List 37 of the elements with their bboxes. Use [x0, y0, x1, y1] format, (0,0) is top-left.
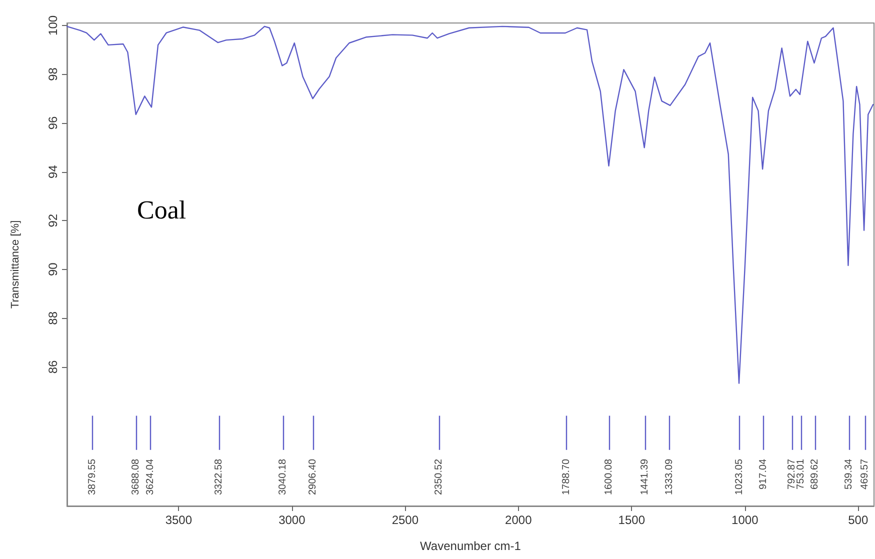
ref-line-label: 2906.40: [308, 458, 319, 496]
y-tick-label: 86: [46, 360, 60, 374]
ref-line-label: 3322.58: [213, 458, 224, 496]
ref-line-label: 1333.09: [664, 458, 675, 496]
x-tick-label: 3000: [278, 513, 306, 527]
ref-line-label: 469.57: [860, 458, 871, 490]
y-tick-label: 94: [46, 164, 60, 178]
ref-line-label: 689.62: [810, 458, 821, 490]
x-axis-title: Wavenumber cm-1: [420, 539, 522, 553]
y-tick-label: 88: [46, 311, 60, 325]
y-tick-label: 100: [46, 15, 60, 36]
y-tick-label: 92: [46, 214, 60, 228]
y-tick-label: 98: [46, 67, 60, 81]
ref-line-label: 3879.55: [87, 458, 98, 496]
ref-line-label: 539.34: [844, 458, 855, 490]
y-tick-label: 96: [46, 116, 60, 130]
y-axis-title: Transmittance [%]: [10, 220, 22, 309]
ref-line-label: 792.87: [786, 458, 798, 490]
x-tick-label: 1500: [618, 513, 646, 527]
ref-line-label: 3040.18: [277, 458, 288, 496]
ref-line-label: 3624.04: [145, 458, 156, 496]
ref-line-label: 1788.70: [560, 458, 572, 496]
ref-line-label: 1441.39: [639, 458, 650, 496]
ref-line-label: 1023.05: [734, 458, 746, 496]
annotation: Coal: [137, 196, 186, 224]
ref-line-label: 917.04: [758, 458, 770, 490]
ref-line-label: 753.01: [795, 458, 806, 490]
x-tick-label: 2000: [505, 513, 532, 527]
line-series: [66, 26, 874, 384]
x-tick-label: 2500: [392, 513, 419, 527]
ref-line-label: 3688.08: [130, 458, 142, 496]
y-tick-label: 90: [46, 262, 60, 276]
ref-line-label: 2350.52: [434, 458, 445, 496]
x-tick-label: 500: [848, 513, 868, 527]
ref-line-label: 1600.08: [603, 458, 614, 496]
x-tick-label: 1000: [732, 513, 759, 527]
x-tick-label: 3500: [165, 513, 192, 527]
